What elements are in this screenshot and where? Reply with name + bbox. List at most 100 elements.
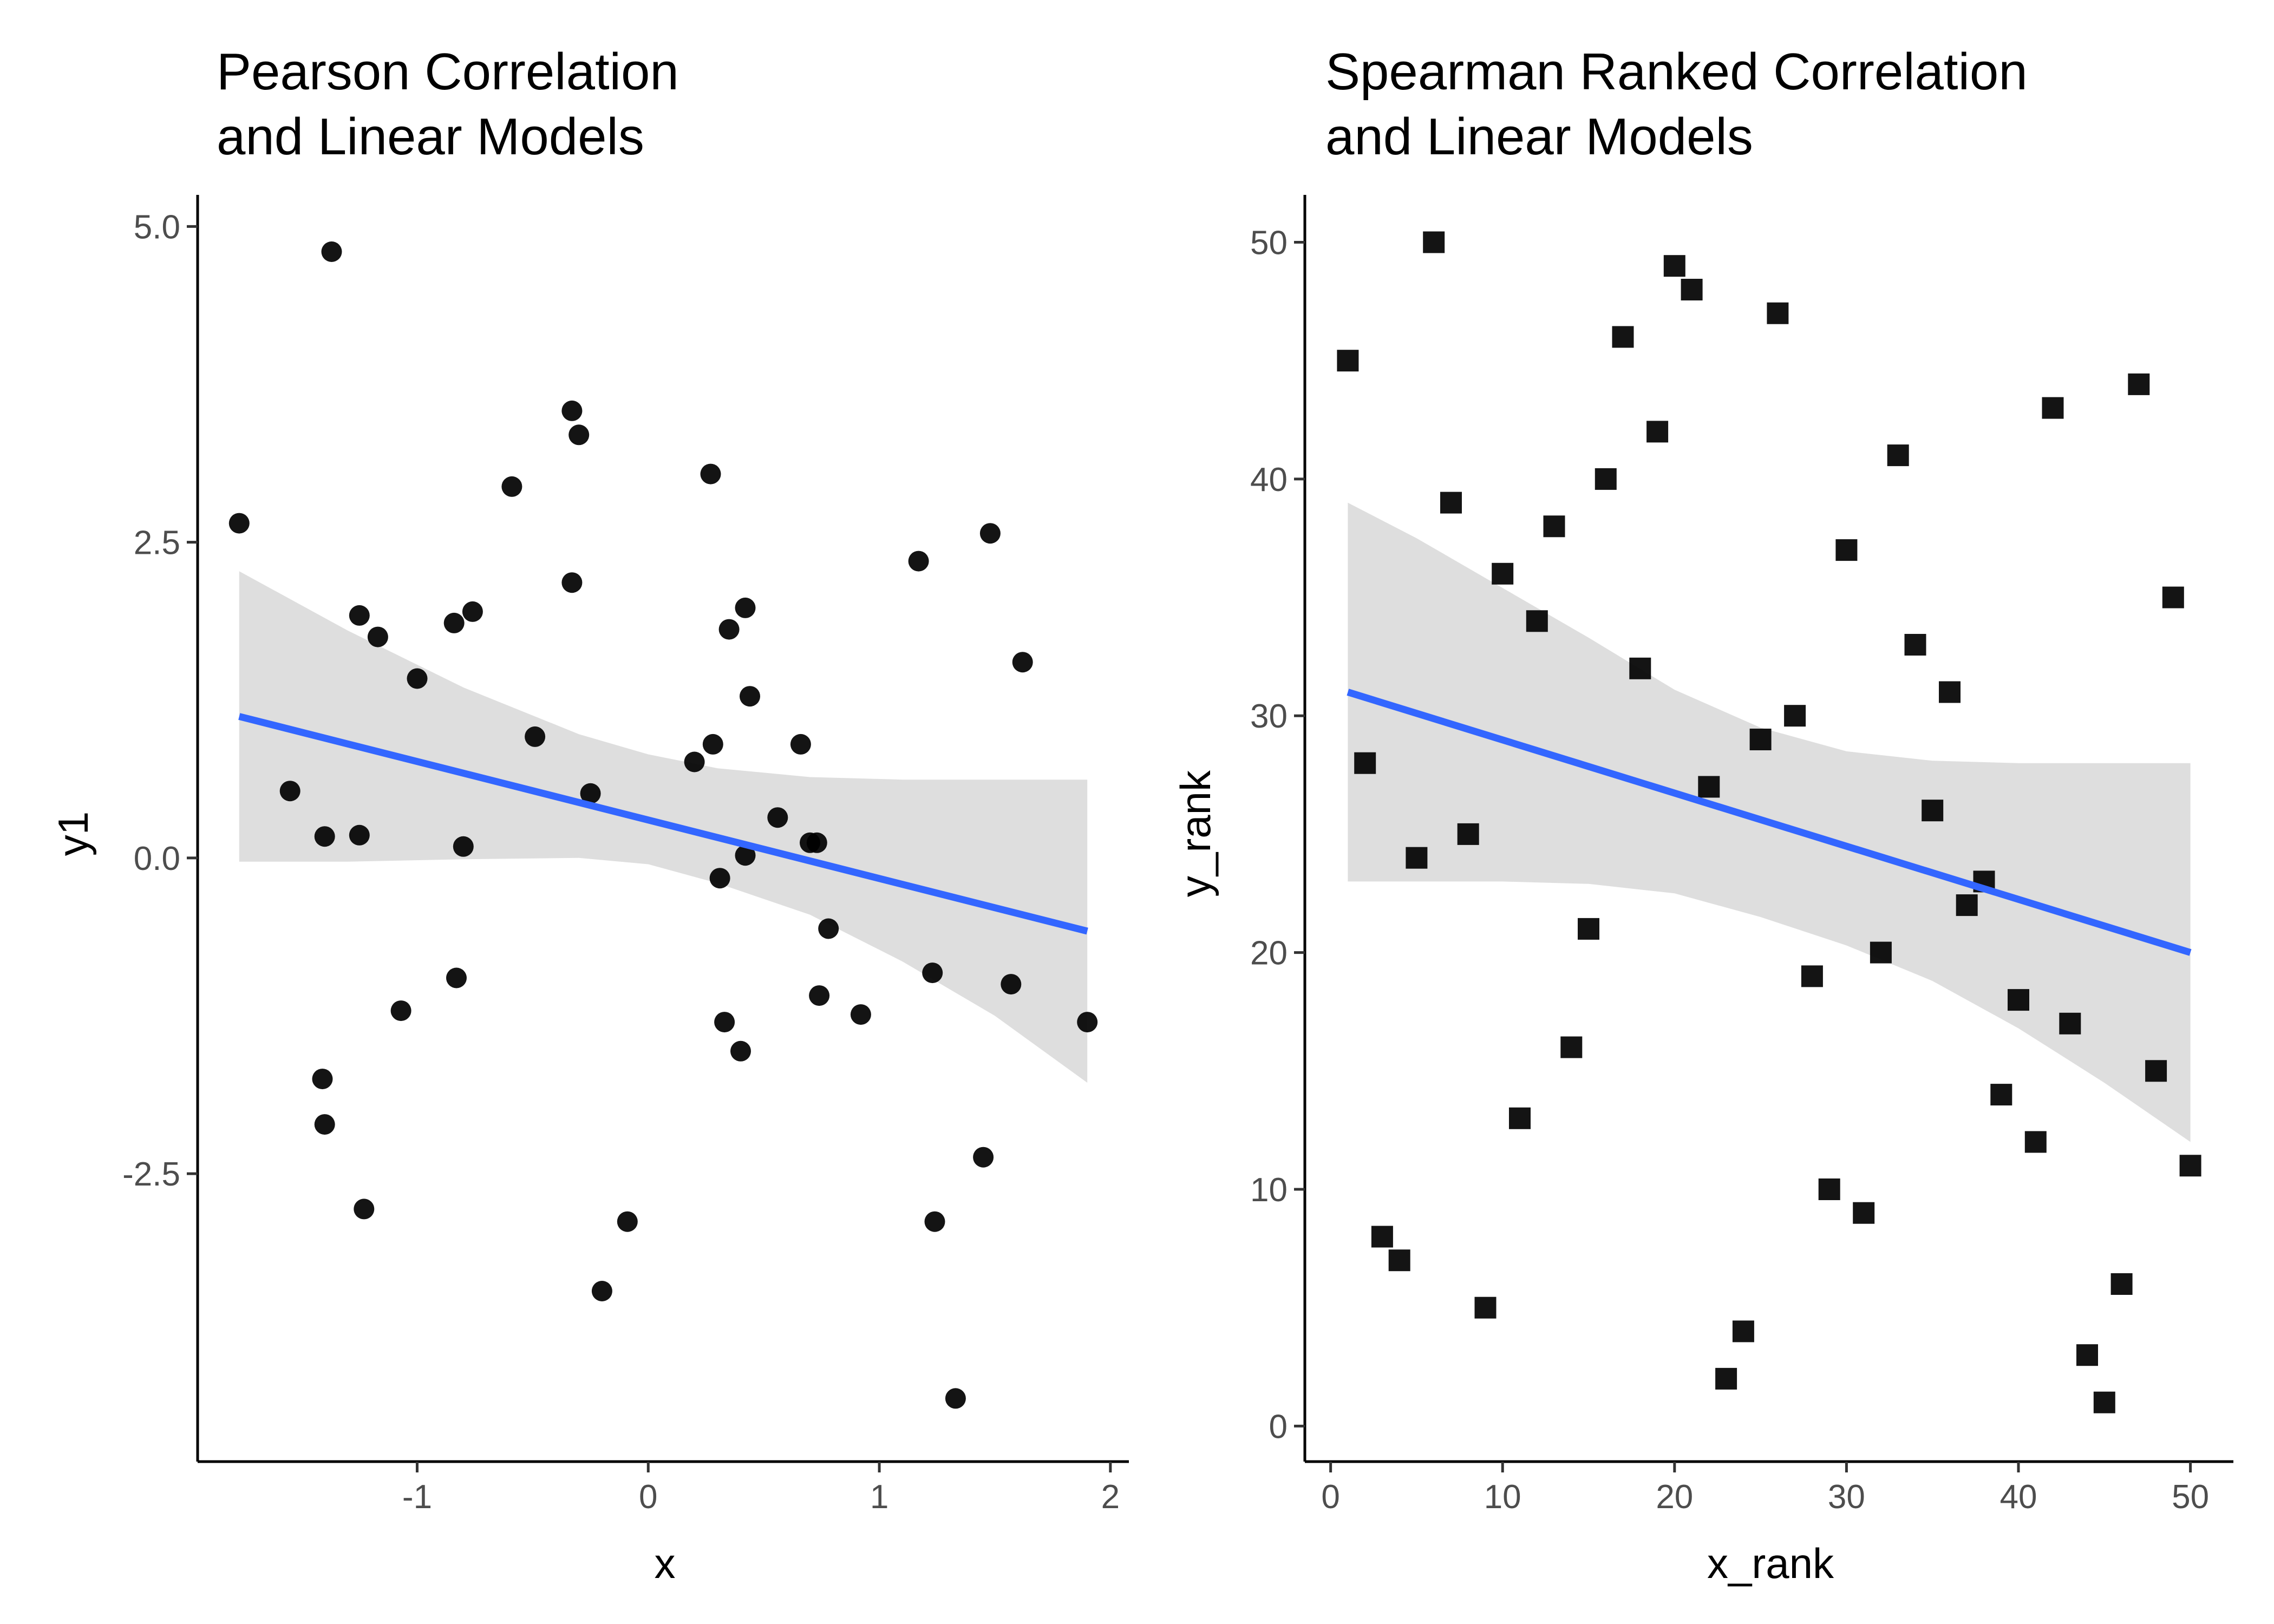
spearman-point (2128, 373, 2150, 395)
pearson-point (714, 1012, 735, 1033)
pearson-point (850, 1004, 871, 1025)
spearman-point (1767, 302, 1789, 324)
pearson-point (443, 612, 465, 633)
spearman-point (1663, 255, 1685, 277)
spearman-regression-line (1347, 689, 2192, 956)
spearman-point (2179, 1155, 2201, 1177)
pearson-point (568, 424, 590, 446)
pearson-x-ticks: -1 0 1 2 (402, 1462, 1120, 1516)
spearman-point (1818, 1178, 1840, 1200)
spearman-point (1337, 350, 1359, 372)
pearson-point (979, 523, 1001, 544)
pearson-title-line-1: Pearson Correlation (217, 43, 679, 101)
pearson-point (973, 1147, 994, 1168)
pearson-regression-line-stroke (238, 713, 1088, 935)
pearson-point (735, 597, 756, 618)
pearson-point (453, 836, 474, 857)
spearman-point (1732, 1320, 1754, 1343)
spearman-point (1457, 823, 1479, 845)
pearson-y-axis-label: y1 (49, 811, 97, 856)
spearman-point (1990, 1084, 2012, 1106)
pearson-point (367, 626, 388, 647)
pearson-point (702, 734, 723, 755)
pearson-point (809, 985, 830, 1006)
pearson-point (700, 463, 721, 484)
spearman-point (1835, 539, 1858, 561)
spearman-point (1801, 965, 1823, 987)
pearson-point (806, 832, 827, 853)
pearson-point (390, 1000, 411, 1021)
pearson-point (314, 1114, 335, 1135)
pearson-point (580, 783, 601, 804)
spearman-points (1337, 231, 2201, 1413)
spearman-point (1904, 634, 1926, 656)
pearson-point (924, 1211, 945, 1232)
spearman-x-tick-label: 20 (1656, 1478, 1693, 1516)
spearman-point (1784, 705, 1806, 727)
pearson-point (922, 962, 943, 984)
spearman-point (1629, 657, 1651, 679)
pearson-point (349, 605, 370, 626)
spearman-point (1922, 800, 1944, 822)
pearson-point (561, 400, 583, 421)
pearson-point (349, 824, 370, 846)
spearman-point (1371, 1226, 1393, 1248)
spearman-x-tick-label: 0 (1321, 1478, 1339, 1516)
pearson-point (740, 686, 760, 707)
pearson-point (279, 781, 300, 802)
spearman-point (1853, 1202, 1875, 1224)
pearson-point (228, 513, 250, 534)
spearman-point (1646, 421, 1669, 443)
spearman-point (1956, 894, 1978, 916)
pearson-point (314, 826, 335, 847)
spearman-point (1578, 918, 1599, 940)
spearman-y-ticks: 0 10 20 30 40 50 (1250, 225, 1305, 1445)
spearman-point (1492, 562, 1514, 585)
spearman-point (1870, 941, 1892, 964)
pearson-y-tick-label: 0.0 (134, 840, 180, 878)
pearson-point (591, 1281, 612, 1301)
pearson-point (908, 551, 929, 572)
spearman-point (2162, 586, 2184, 608)
spearman-point (2024, 1131, 2047, 1153)
spearman-panel: Spearman Ranked Correlation and Linear M… (1172, 43, 2233, 1587)
pearson-y-ticks: -2.5 0.0 2.5 5.0 (122, 208, 198, 1193)
pearson-points (228, 241, 1098, 1409)
pearson-point (767, 807, 788, 828)
spearman-y-tick-label: 0 (1269, 1408, 1288, 1445)
spearman-point (1474, 1296, 1497, 1319)
spearman-point (1509, 1107, 1531, 1129)
pearson-point (561, 572, 583, 593)
pearson-x-tick-label: 0 (639, 1478, 657, 1516)
spearman-regression-line-stroke (1347, 689, 2192, 956)
spearman-point (1560, 1036, 1583, 1058)
spearman-x-ticks: 0 10 20 30 40 50 (1321, 1462, 2209, 1516)
pearson-point (709, 868, 730, 889)
spearman-point (2059, 1012, 2081, 1034)
pearson-title-line-2: and Linear Models (217, 108, 644, 166)
pearson-point (501, 476, 522, 497)
pearson-point (735, 845, 756, 866)
spearman-title-line-2: and Linear Models (1325, 108, 1753, 166)
spearman-point (2008, 989, 2029, 1011)
spearman-point (1612, 326, 1634, 348)
pearson-x-tick-label: 2 (1101, 1478, 1120, 1516)
spearman-point (1423, 231, 1445, 253)
pearson-point (462, 601, 483, 622)
spearman-y-tick-label: 50 (1250, 225, 1288, 262)
pearson-point (818, 918, 839, 939)
pearson-axes (196, 195, 1129, 1463)
pearson-point (407, 668, 428, 689)
pearson-x-tick-label: -1 (402, 1478, 432, 1516)
spearman-point (2042, 397, 2064, 419)
spearman-point (2145, 1060, 2167, 1082)
spearman-y-tick-label: 30 (1250, 698, 1288, 735)
spearman-title-line-1: Spearman Ranked Correlation (1325, 43, 2028, 101)
pearson-x-axis-label: x (655, 1540, 676, 1587)
spearman-point (2093, 1391, 2115, 1413)
pearson-regression-line (238, 713, 1088, 935)
pearson-point (525, 726, 546, 747)
pearson-point (354, 1199, 375, 1220)
spearman-point (1715, 1367, 1737, 1390)
